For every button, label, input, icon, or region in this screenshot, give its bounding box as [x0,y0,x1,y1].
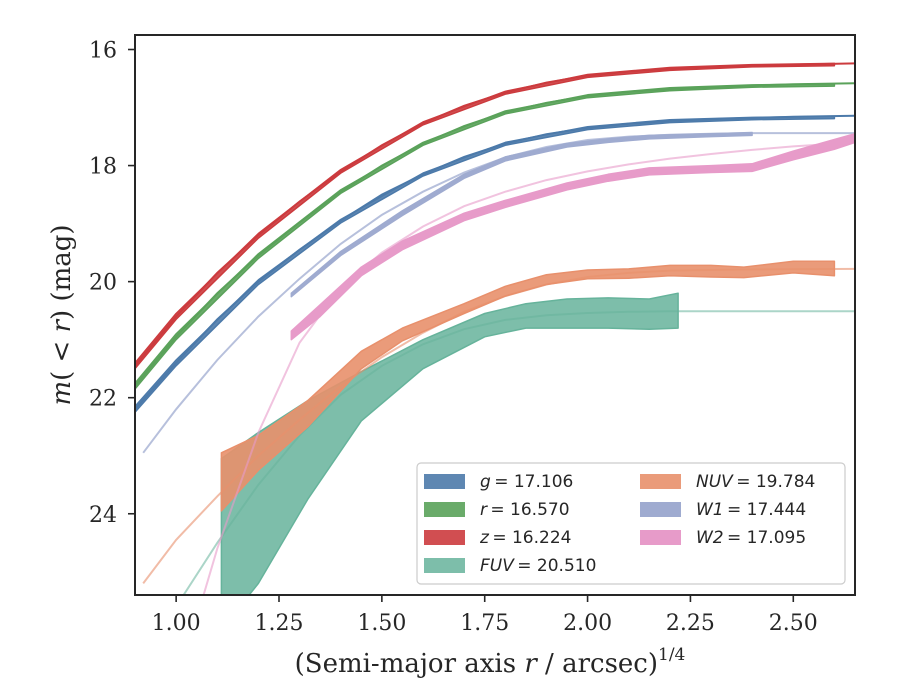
x-tick-label: 1.75 [460,611,509,636]
series-group [135,62,855,370]
y-tick-label: 22 [89,387,117,412]
y-tick-label: 20 [89,271,117,296]
legend-swatch [640,474,681,489]
y-axis-label-r: r [47,318,77,332]
legend: g = 17.106 r = 16.570 z = 16.224 FUV = 20.5… [416,462,846,585]
y-tick-label: 16 [89,39,117,64]
plot-frame [134,34,856,596]
x-tick-label: 2.00 [563,611,612,636]
x-tick-label: 2.50 [769,611,818,636]
profile-band [290,131,753,298]
legend-swatch [424,558,465,573]
profile-band [135,115,836,413]
legend-swatch [424,474,465,489]
y-axis-label-m: m [47,381,77,406]
series-group [202,132,855,595]
series-group [182,292,855,595]
legend-entry: g = 17.106 [480,472,573,492]
x-axis-label-unit: / arcsec) [537,649,658,679]
legend-swatch [424,530,465,545]
series-group [135,82,855,390]
legend-entry: W2 = 17.095 [696,528,806,548]
y-axis-label-unit: (mag) [47,224,77,309]
legend-entry: z = 16.224 [479,528,571,548]
legend-swatch [640,530,681,545]
y-axis-label-close: ) [47,310,77,320]
legend-entry: r = 16.570 [480,500,570,520]
legend-box [416,462,846,585]
x-tick-label: 1.25 [255,611,304,636]
profile-band [220,292,679,595]
legend-swatch [640,502,681,517]
model-line [202,141,855,595]
y-axis-label-open: ( [47,371,77,381]
x-axis: 1.00 1.25 1.50 1.75 2.00 2.25 2.50 [152,595,818,636]
legend-entry: W1 = 17.444 [696,500,806,520]
series-layer [135,62,855,595]
y-axis-label: m( < r) (mag) [47,224,77,405]
profile-band [220,260,836,512]
x-axis-label-exponent: 1/4 [658,645,685,665]
legend-entry: NUV = 19.784 [696,472,815,492]
x-tick-label: 2.25 [666,611,715,636]
profile-band [135,82,836,390]
legend-entry: FUV = 20.510 [480,556,596,576]
y-tick-label: 18 [89,155,117,180]
legend-swatch [424,502,465,517]
series-group [135,114,855,413]
x-axis-label-base: (Semi-major axis [295,649,525,679]
series-group [142,131,855,454]
profile-band [290,132,855,341]
x-tick-label: 1.00 [152,611,201,636]
y-tick-label: 24 [89,503,117,528]
profile-band [135,62,836,370]
x-axis-label-var: r [524,649,538,679]
y-axis-label-lt: < [47,332,77,370]
y-axis: 16 18 20 22 24 [89,39,135,528]
x-axis-label: (Semi-major axis r / arcsec)1/4 [295,645,686,679]
x-tick-label: 1.50 [357,611,406,636]
